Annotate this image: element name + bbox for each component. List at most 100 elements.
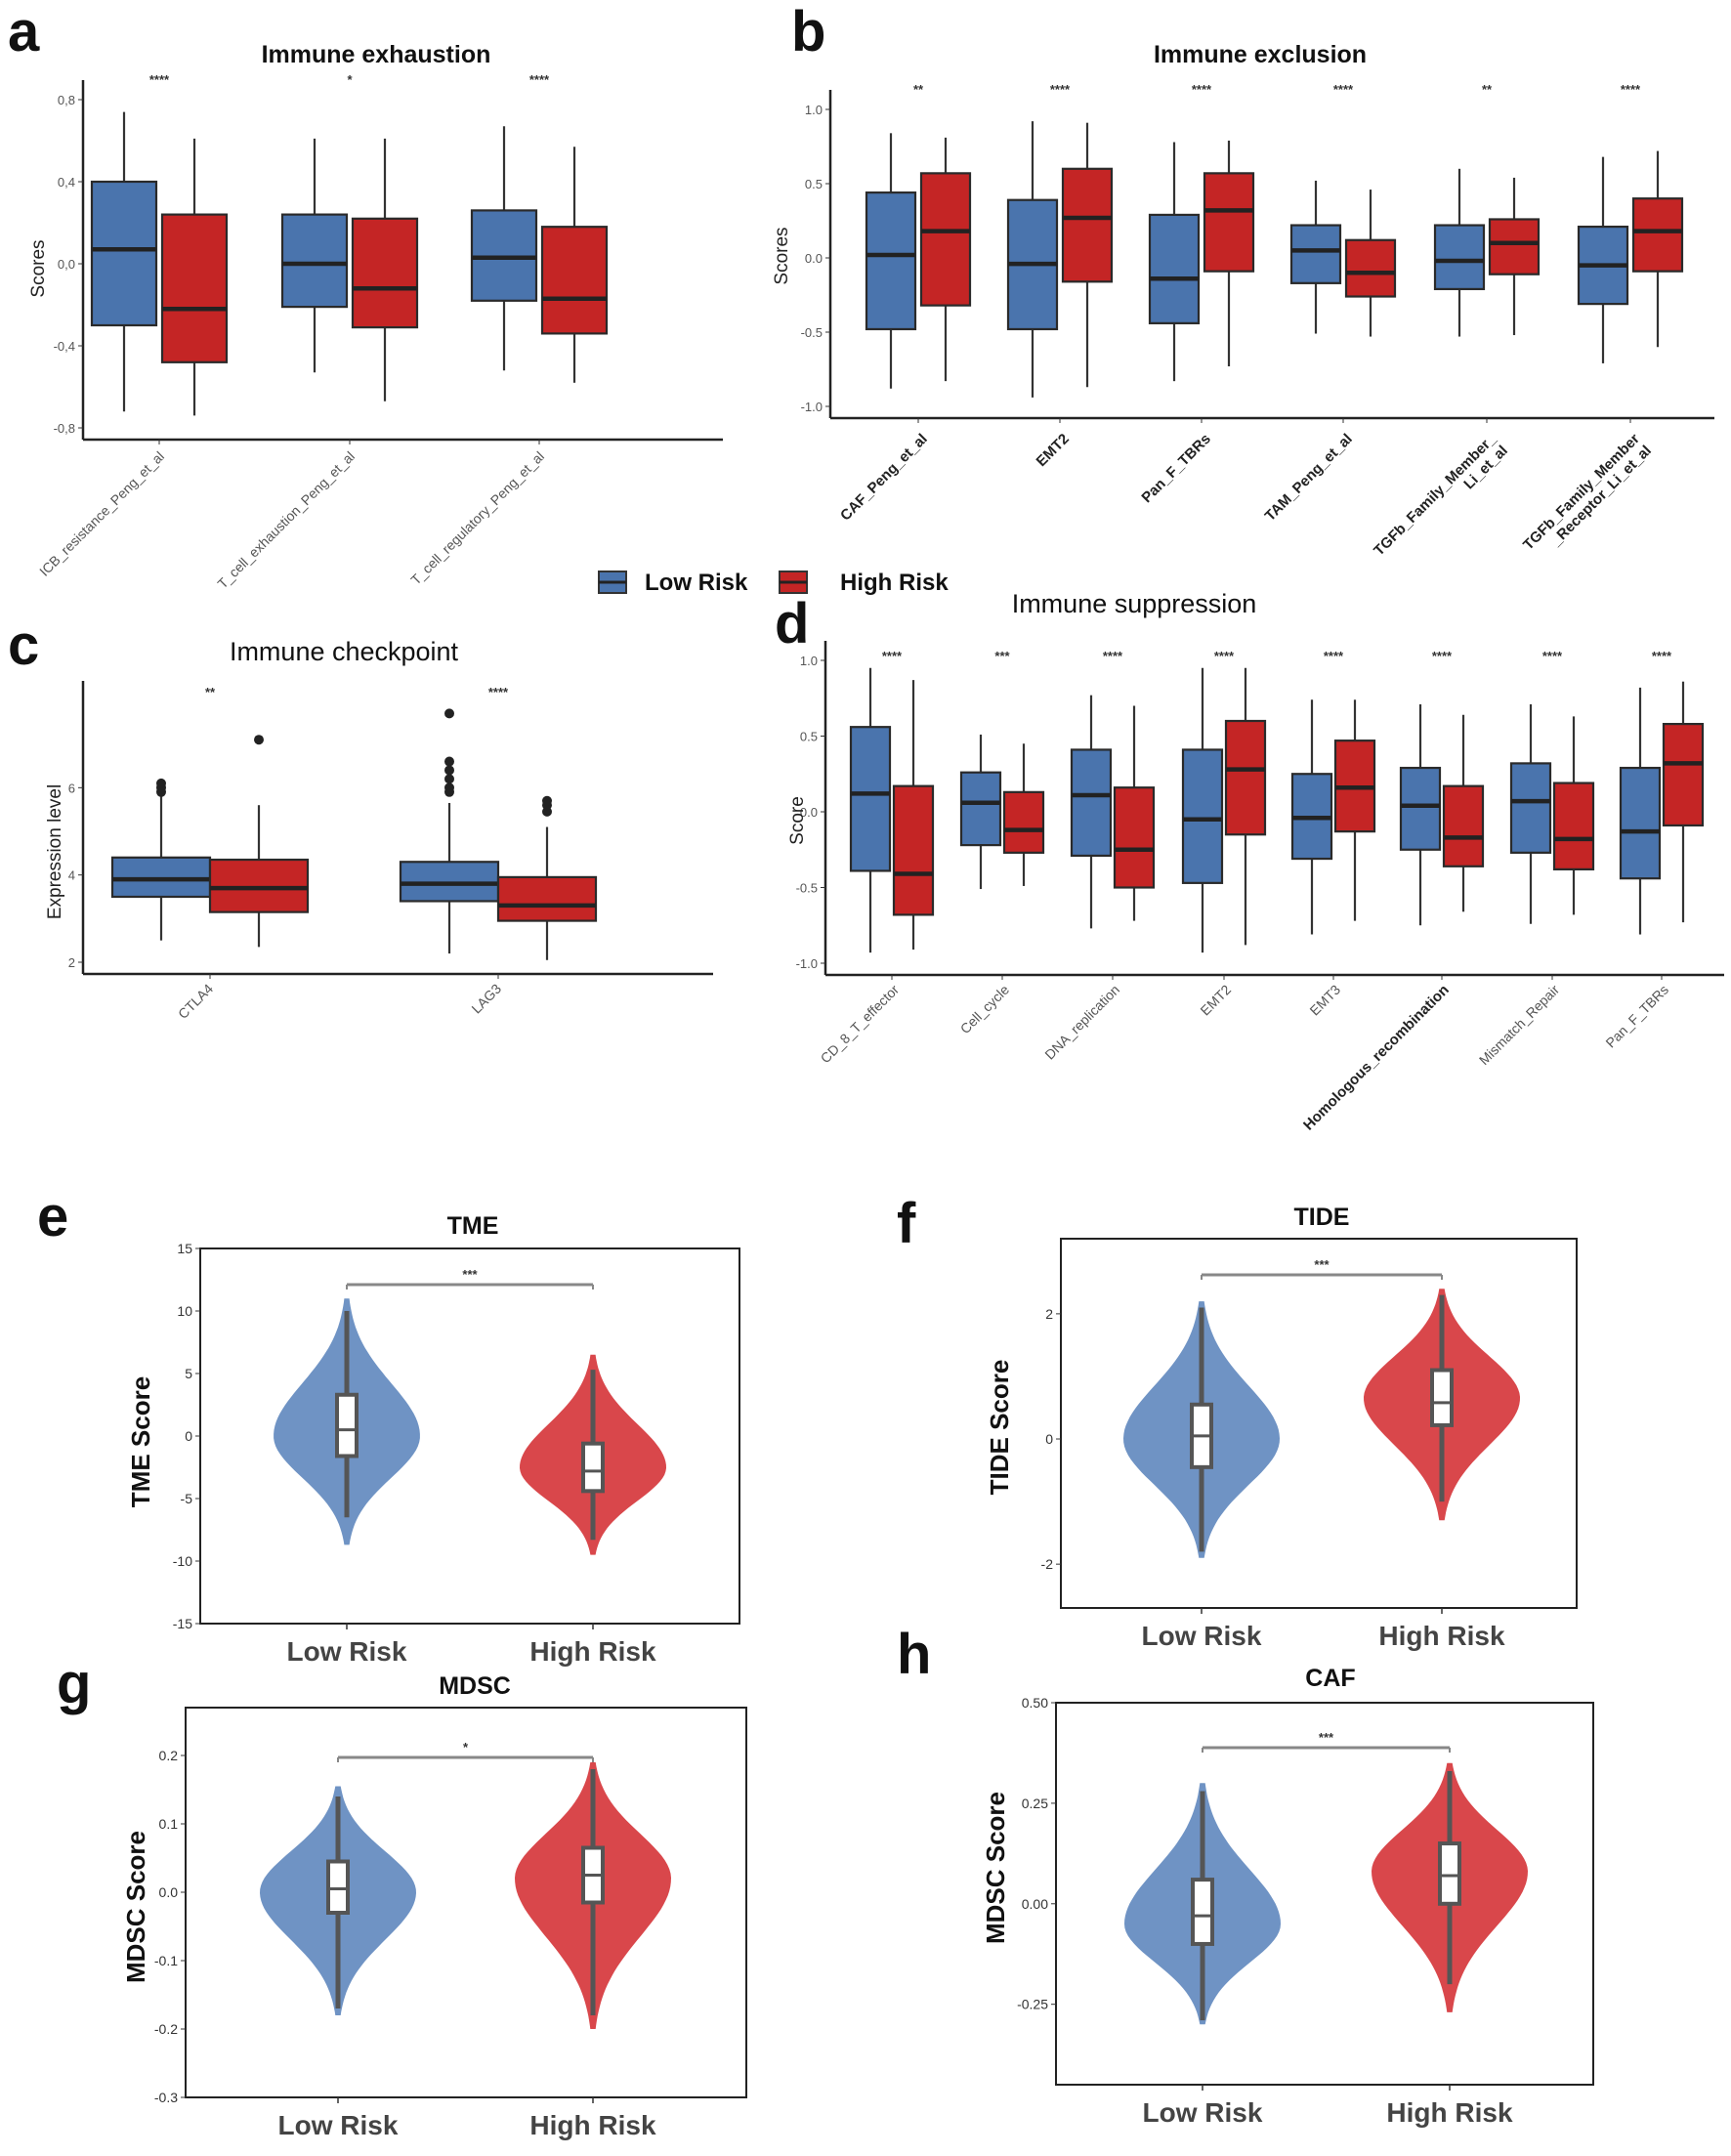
box [1552, 782, 1595, 870]
significance-label: **** [1542, 649, 1563, 663]
y-axis-label: Expression level [45, 784, 65, 919]
y-tick-label: 10 [177, 1303, 192, 1319]
x-tick-label: TAM_Peng_et_al [1262, 431, 1356, 525]
outlier-point [444, 765, 454, 776]
box [540, 226, 609, 335]
y-tick-label: 0.0 [805, 251, 823, 266]
series-high-risk [1372, 1762, 1528, 2012]
box [1619, 766, 1662, 880]
chart-h: -0.25 0.00 0.25 0.50 MDSC Score CAF h *** Low Ri… [897, 1623, 1594, 2128]
box [1509, 762, 1552, 854]
box [959, 771, 1002, 847]
box [335, 1392, 359, 1458]
plot-frame [185, 1707, 747, 2098]
significance-label: **** [882, 649, 903, 663]
chart-title: TIDE [1294, 1204, 1350, 1231]
legend-label-low-risk: Low Risk [645, 570, 748, 596]
box [1113, 786, 1156, 889]
box [865, 191, 917, 331]
y-axis-label: MDSC Score [981, 1792, 1010, 1944]
panel-label: b [791, 0, 825, 63]
box [1631, 197, 1684, 273]
significance-label: **** [529, 72, 550, 87]
box [1289, 224, 1342, 284]
series-high-risk [160, 138, 609, 416]
x-tick-label: T_cell_exhaustion_Peng_et_al [214, 448, 358, 592]
legend: Low Risk High Risk [598, 570, 949, 596]
series-low-risk [110, 708, 500, 954]
significance-label: * [463, 1740, 469, 1754]
y-axis-label: TME Score [126, 1376, 155, 1507]
series-low-risk [1123, 1301, 1280, 1558]
panel-label: d [775, 592, 809, 655]
y-tick-label: -0.25 [1017, 1997, 1048, 2012]
box [1438, 1841, 1461, 1906]
outlier-point [156, 778, 166, 788]
significance-label: *** [1319, 1730, 1334, 1745]
y-tick-label: 2 [68, 955, 75, 970]
significance-label: * [347, 72, 353, 87]
box [919, 172, 972, 307]
series-high-risk [515, 1762, 671, 2029]
y-tick-label: -2 [1041, 1556, 1054, 1572]
box [892, 784, 935, 916]
chart-d: -1.0 -0.5 0.0 0.5 1.0 Score Immune suppression… [775, 589, 1724, 1134]
y-tick-label: -0,4 [54, 339, 75, 354]
x-tick-label: Pan_F_TBRs [1602, 982, 1671, 1051]
box [1181, 748, 1224, 884]
x-tick-label: High Risk [1378, 1621, 1505, 1651]
significance-label: **** [1621, 82, 1641, 97]
y-tick-label: 0 [1045, 1431, 1053, 1447]
y-tick-label: 0,4 [58, 175, 75, 190]
chart-e: -15 -10 -5 0 5 10 15 TME Score TME e *** Low Risk Hi… [37, 1185, 740, 1667]
x-tick-label: High Risk [529, 2110, 656, 2140]
y-axis-label: TIDE Score [985, 1360, 1014, 1496]
box [496, 875, 598, 922]
y-tick-label: 4 [68, 868, 75, 883]
box [849, 726, 892, 872]
x-tick-label: T_cell_regulatory_Peng_et_al [407, 448, 547, 588]
y-axis-label: MDSC Score [121, 1831, 150, 1983]
y-tick-label: 0.5 [800, 730, 818, 744]
chart-a: -0,8 -0,4 0,0 0,4 0,8 Scores Immune exhaustion… [8, 0, 723, 592]
chart-title: Immune checkpoint [230, 637, 459, 666]
x-tick-label: High Risk [1386, 2097, 1513, 2128]
significance-label: **** [1333, 82, 1354, 97]
significance-label: **** [1050, 82, 1071, 97]
significance-label: **** [149, 72, 170, 87]
y-tick-label: 0 [185, 1428, 192, 1444]
chart-title: CAF [1305, 1665, 1355, 1692]
series-high-risk [520, 1354, 666, 1555]
outlier-point [444, 774, 454, 784]
chart-b: -1.0 -0.5 0.0 0.5 1.0 Scores Immune exclusion b… [772, 0, 1714, 559]
box [1344, 238, 1397, 298]
y-tick-label: 5 [185, 1366, 192, 1381]
x-tick-label: LAG3 [468, 981, 504, 1017]
y-tick-label: -0.2 [154, 2021, 178, 2037]
chart-title: Immune exclusion [1154, 41, 1367, 68]
box [1662, 722, 1705, 827]
significance-label: *** [462, 1267, 478, 1282]
panel-label: g [57, 1652, 91, 1715]
y-tick-label: -0.3 [154, 2090, 178, 2105]
y-tick-label: -0,8 [54, 421, 75, 436]
x-tick-label: Low Risk [278, 2110, 399, 2140]
box [1224, 719, 1267, 836]
significance-label: **** [1214, 649, 1235, 663]
y-tick-label: 0,0 [58, 257, 75, 272]
series-low-risk [1124, 1783, 1281, 2025]
y-tick-label: 0.1 [159, 1816, 179, 1832]
box [1430, 1368, 1454, 1427]
significance-label: **** [1652, 649, 1672, 663]
y-tick-label: 0,8 [58, 93, 75, 107]
y-tick-label: -10 [173, 1553, 192, 1569]
y-axis-label: Scores [772, 227, 792, 284]
y-tick-label: 6 [68, 781, 75, 795]
significance-label: **** [1103, 649, 1123, 663]
significance-label: ** [913, 82, 924, 97]
outlier-point [254, 735, 264, 745]
series-low-risk [90, 111, 538, 412]
significance-label: **** [1432, 649, 1453, 663]
outlier-point [444, 782, 454, 793]
significance-label: ** [1482, 82, 1493, 97]
